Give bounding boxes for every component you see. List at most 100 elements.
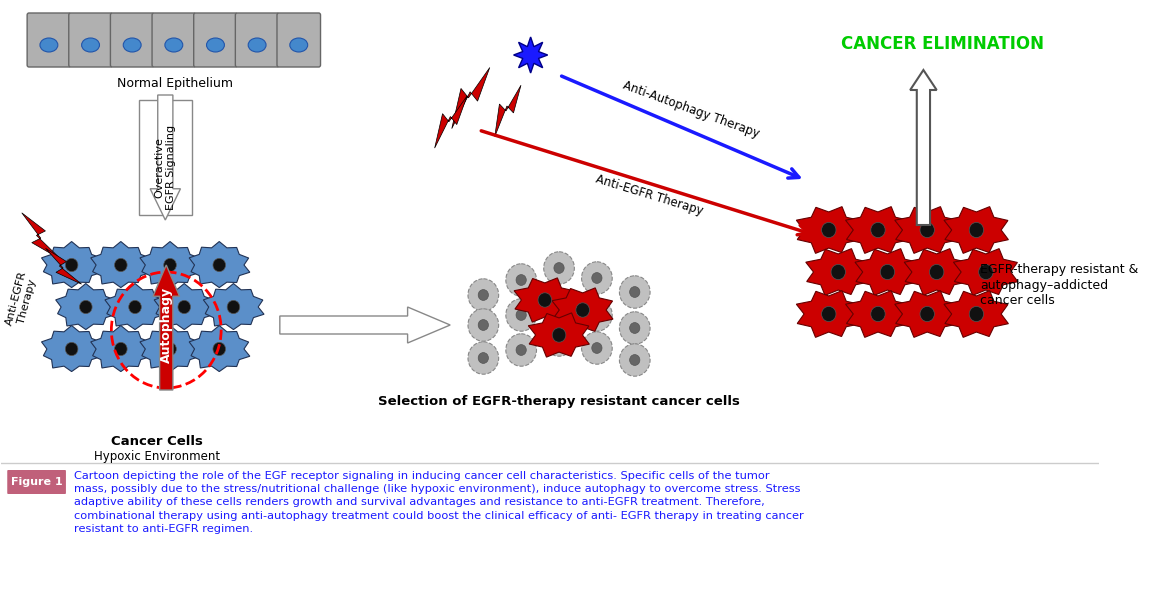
Polygon shape <box>846 291 909 337</box>
Polygon shape <box>42 241 102 288</box>
Ellipse shape <box>206 38 224 52</box>
Polygon shape <box>954 249 1017 295</box>
Text: Anti-Autophagy Therapy: Anti-Autophagy Therapy <box>622 79 762 141</box>
Circle shape <box>920 306 935 322</box>
Polygon shape <box>528 313 589 357</box>
Polygon shape <box>189 325 249 371</box>
Polygon shape <box>944 291 1008 337</box>
FancyBboxPatch shape <box>110 13 154 67</box>
Polygon shape <box>552 288 612 332</box>
Polygon shape <box>90 241 152 288</box>
Circle shape <box>619 276 650 308</box>
FancyBboxPatch shape <box>68 13 113 67</box>
Polygon shape <box>894 291 959 337</box>
Polygon shape <box>905 249 969 295</box>
Circle shape <box>213 258 225 272</box>
FancyBboxPatch shape <box>152 13 196 67</box>
Circle shape <box>630 323 640 333</box>
Circle shape <box>592 342 602 353</box>
Polygon shape <box>806 249 870 295</box>
Circle shape <box>478 353 488 364</box>
Text: Hypoxic Environment: Hypoxic Environment <box>94 450 220 463</box>
Polygon shape <box>894 207 959 254</box>
Polygon shape <box>42 325 102 371</box>
Circle shape <box>544 324 574 356</box>
Polygon shape <box>495 85 521 137</box>
Circle shape <box>516 275 527 285</box>
Circle shape <box>581 332 612 364</box>
Circle shape <box>129 300 142 314</box>
Circle shape <box>554 300 564 311</box>
Circle shape <box>831 264 846 280</box>
Circle shape <box>538 293 552 307</box>
Polygon shape <box>846 207 909 254</box>
Circle shape <box>164 258 176 272</box>
Circle shape <box>467 279 499 311</box>
Text: Autophagy: Autophagy <box>160 287 173 363</box>
Polygon shape <box>140 241 201 288</box>
Ellipse shape <box>39 38 58 52</box>
Circle shape <box>575 303 589 317</box>
Circle shape <box>630 286 640 297</box>
Text: Cartoon depicting the role of the EGF receptor signaling in inducing cancer cell: Cartoon depicting the role of the EGF re… <box>74 471 804 534</box>
Circle shape <box>880 264 894 280</box>
Circle shape <box>581 262 612 294</box>
Text: CANCER ELIMINATION: CANCER ELIMINATION <box>841 35 1044 53</box>
Circle shape <box>871 223 885 238</box>
Ellipse shape <box>248 38 266 52</box>
Circle shape <box>619 312 650 344</box>
Ellipse shape <box>165 38 183 52</box>
Circle shape <box>164 342 176 356</box>
Text: EGFR-therapy resistant &
autophagy–addicted
cancer cells: EGFR-therapy resistant & autophagy–addic… <box>980 263 1139 306</box>
Polygon shape <box>104 283 166 330</box>
Circle shape <box>227 300 240 314</box>
Text: Figure 1: Figure 1 <box>10 477 63 487</box>
Ellipse shape <box>290 38 307 52</box>
Polygon shape <box>154 283 215 330</box>
Circle shape <box>544 289 574 321</box>
Polygon shape <box>796 291 861 337</box>
Circle shape <box>213 342 225 356</box>
Circle shape <box>115 258 128 272</box>
FancyArrow shape <box>280 307 450 343</box>
Text: Selection of EGFR-therapy resistant cancer cells: Selection of EGFR-therapy resistant canc… <box>378 395 740 408</box>
Circle shape <box>581 299 612 331</box>
FancyBboxPatch shape <box>7 470 66 494</box>
FancyBboxPatch shape <box>194 13 238 67</box>
Text: Normal Epithelium: Normal Epithelium <box>117 77 233 90</box>
Polygon shape <box>451 67 490 128</box>
Text: Overactive
EGFR Signaling: Overactive EGFR Signaling <box>154 125 176 210</box>
Polygon shape <box>944 207 1008 254</box>
Text: Anti-EGFR Therapy: Anti-EGFR Therapy <box>594 173 704 218</box>
Circle shape <box>970 306 984 322</box>
FancyArrow shape <box>153 265 180 390</box>
Circle shape <box>478 320 488 330</box>
Circle shape <box>821 223 836 238</box>
Polygon shape <box>189 241 249 288</box>
Circle shape <box>506 264 537 296</box>
Circle shape <box>177 300 190 314</box>
Polygon shape <box>514 278 575 322</box>
Polygon shape <box>56 283 116 330</box>
Circle shape <box>821 306 836 322</box>
Circle shape <box>554 263 564 274</box>
Circle shape <box>592 309 602 320</box>
Circle shape <box>467 309 499 341</box>
Circle shape <box>65 258 78 272</box>
Circle shape <box>80 300 92 314</box>
Polygon shape <box>140 325 201 371</box>
Circle shape <box>544 252 574 284</box>
Circle shape <box>552 328 566 342</box>
FancyBboxPatch shape <box>277 13 320 67</box>
Polygon shape <box>796 207 861 254</box>
Circle shape <box>929 264 944 280</box>
FancyBboxPatch shape <box>27 13 71 67</box>
FancyArrow shape <box>150 95 181 220</box>
Circle shape <box>554 334 564 345</box>
Text: Cancer Cells: Cancer Cells <box>111 435 203 448</box>
Circle shape <box>979 264 993 280</box>
FancyBboxPatch shape <box>235 13 278 67</box>
Ellipse shape <box>81 38 100 52</box>
Polygon shape <box>90 325 152 371</box>
Circle shape <box>65 342 78 356</box>
